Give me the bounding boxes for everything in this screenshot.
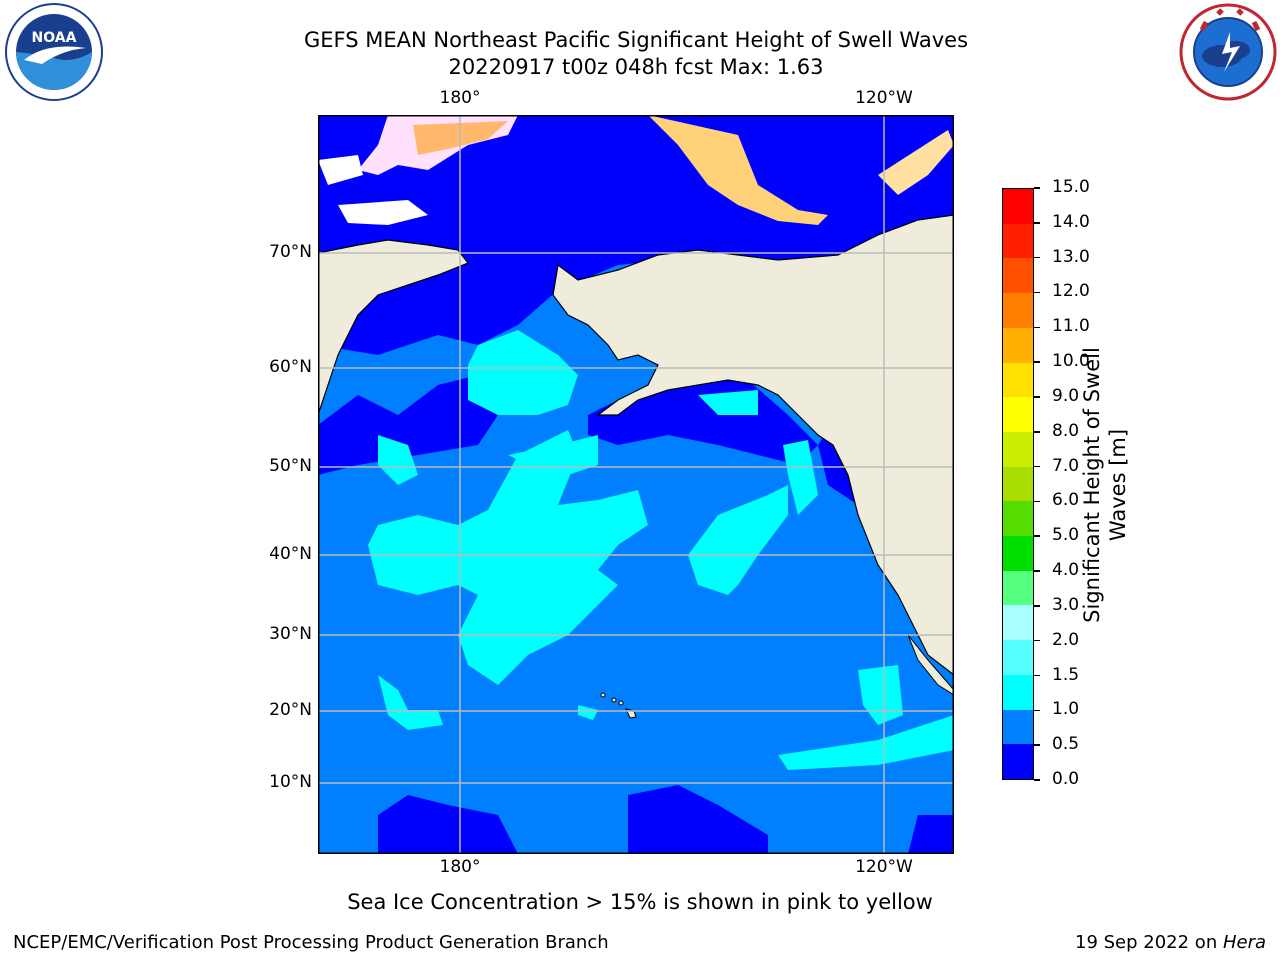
colorbar: [1002, 188, 1034, 780]
colorbar-tick-label: 3.0: [1052, 594, 1080, 615]
lat-label-70n: 70°N: [269, 242, 312, 262]
colorbar-tick-mark: [1034, 326, 1040, 329]
colorbar-tick-label: 1.5: [1052, 664, 1080, 685]
colorbar-tick-label: 10.0: [1052, 351, 1090, 372]
colorbar-tick-label: 7.0: [1052, 455, 1080, 476]
colorbar-tick-label: 11.0: [1052, 316, 1090, 337]
colorbar-segment: [1003, 293, 1033, 328]
map-title: GEFS MEAN Northeast Pacific Significant …: [303, 28, 969, 52]
colorbar-tick-label: 15.0: [1052, 177, 1090, 197]
colorbar-segment: [1003, 605, 1033, 641]
footer-branch: NCEP/EMC/Verification Post Processing Pr…: [13, 932, 609, 953]
lon-label-180-bottom: 180°: [439, 857, 481, 877]
lat-label-50n: 50°N: [269, 456, 312, 476]
swell-height-map: [318, 115, 954, 854]
colorbar-tick-label: 14.0: [1052, 211, 1090, 232]
colorbar-tick-label: 8.0: [1052, 420, 1080, 441]
colorbar-segment: [1003, 640, 1033, 675]
footer-date-text: 19 Sep 2022 on: [1075, 932, 1223, 953]
colorbar-tick-mark: [1034, 256, 1040, 259]
footer-machine: Hera: [1222, 932, 1266, 953]
colorbar-tick-label: 12.0: [1052, 281, 1090, 302]
colorbar-tick-mark: [1034, 709, 1040, 712]
colorbar-segment: [1003, 709, 1033, 745]
lat-label-60n: 60°N: [269, 357, 312, 377]
colorbar-tick-mark: [1034, 605, 1040, 607]
colorbar-tick-label: 2.0: [1052, 629, 1080, 650]
colorbar-tick-mark: [1034, 431, 1040, 433]
lat-label-30n: 30°N: [269, 624, 312, 644]
graticule: [318, 115, 954, 854]
lon-label-120w-bottom: 120°W: [855, 857, 913, 877]
colorbar-tick-mark: [1034, 465, 1040, 468]
lat-label-10n: 10°N: [269, 772, 312, 792]
colorbar-segment: [1003, 744, 1033, 779]
colorbar-tick-mark: [1034, 500, 1040, 503]
colorbar-tick-label: 6.0: [1052, 490, 1080, 511]
colorbar-title: Significant Height of Swell Waves [m]: [1080, 347, 1130, 623]
colorbar-segment: [1003, 362, 1033, 398]
colorbar-segment: [1003, 501, 1033, 537]
sea-ice-note: Sea Ice Concentration > 15% is shown in …: [347, 890, 933, 914]
colorbar-tick-mark: [1034, 291, 1040, 294]
noaa-logo: NOAA: [5, 3, 103, 101]
colorbar-tick-label: 5.0: [1052, 525, 1080, 546]
colorbar-segment: [1003, 466, 1033, 502]
colorbar-tick-mark: [1034, 361, 1040, 363]
nws-logo: [1179, 3, 1277, 101]
lon-label-180-top: 180°: [439, 88, 481, 108]
colorbar-segment: [1003, 258, 1033, 294]
colorbar-segment: [1003, 397, 1033, 432]
swell-patch-east: [688, 485, 788, 595]
colorbar-tick-label: 1.0: [1052, 699, 1080, 720]
colorbar-tick-label: 0.5: [1052, 734, 1080, 755]
colorbar-tick-label: 0.0: [1052, 769, 1080, 789]
colorbar-tick-mark: [1034, 396, 1040, 398]
lon-label-120w-top: 120°W: [855, 88, 913, 108]
colorbar-tick-mark: [1034, 222, 1040, 224]
colorbar-segment: [1003, 223, 1033, 259]
colorbar-segment: [1003, 189, 1033, 224]
colorbar-tick-label: 9.0: [1052, 385, 1080, 406]
lat-label-40n: 40°N: [269, 544, 312, 564]
colorbar-tick-label: 4.0: [1052, 560, 1080, 581]
colorbar-segment: [1003, 674, 1033, 710]
arctic-low-swell: [318, 115, 954, 355]
colorbar-tick-mark: [1034, 779, 1040, 781]
colorbar-tick-mark: [1034, 535, 1040, 537]
map-subtitle: 20220917 t00z 048h fcst Max: 1.63: [448, 55, 824, 79]
colorbar-tick-mark: [1034, 674, 1040, 677]
colorbar-tick-mark: [1034, 187, 1040, 189]
lat-label-20n: 20°N: [269, 700, 312, 720]
swell-patch-bering: [468, 330, 578, 415]
svg-text:NOAA: NOAA: [32, 30, 77, 46]
colorbar-segment: [1003, 536, 1033, 571]
land-siberia: [318, 239, 469, 416]
colorbar-tick-mark: [1034, 570, 1040, 572]
footer-date: 19 Sep 2022 on Hera: [1075, 932, 1266, 953]
colorbar-tick-mark: [1034, 639, 1040, 642]
colorbar-tick-label: 13.0: [1052, 246, 1090, 267]
colorbar-segment: [1003, 570, 1033, 606]
swell-patch-central: [368, 430, 648, 685]
colorbar-tick-mark: [1034, 744, 1040, 746]
colorbar-segment: [1003, 327, 1033, 363]
colorbar-segment: [1003, 431, 1033, 467]
land-north-america: [552, 214, 954, 676]
